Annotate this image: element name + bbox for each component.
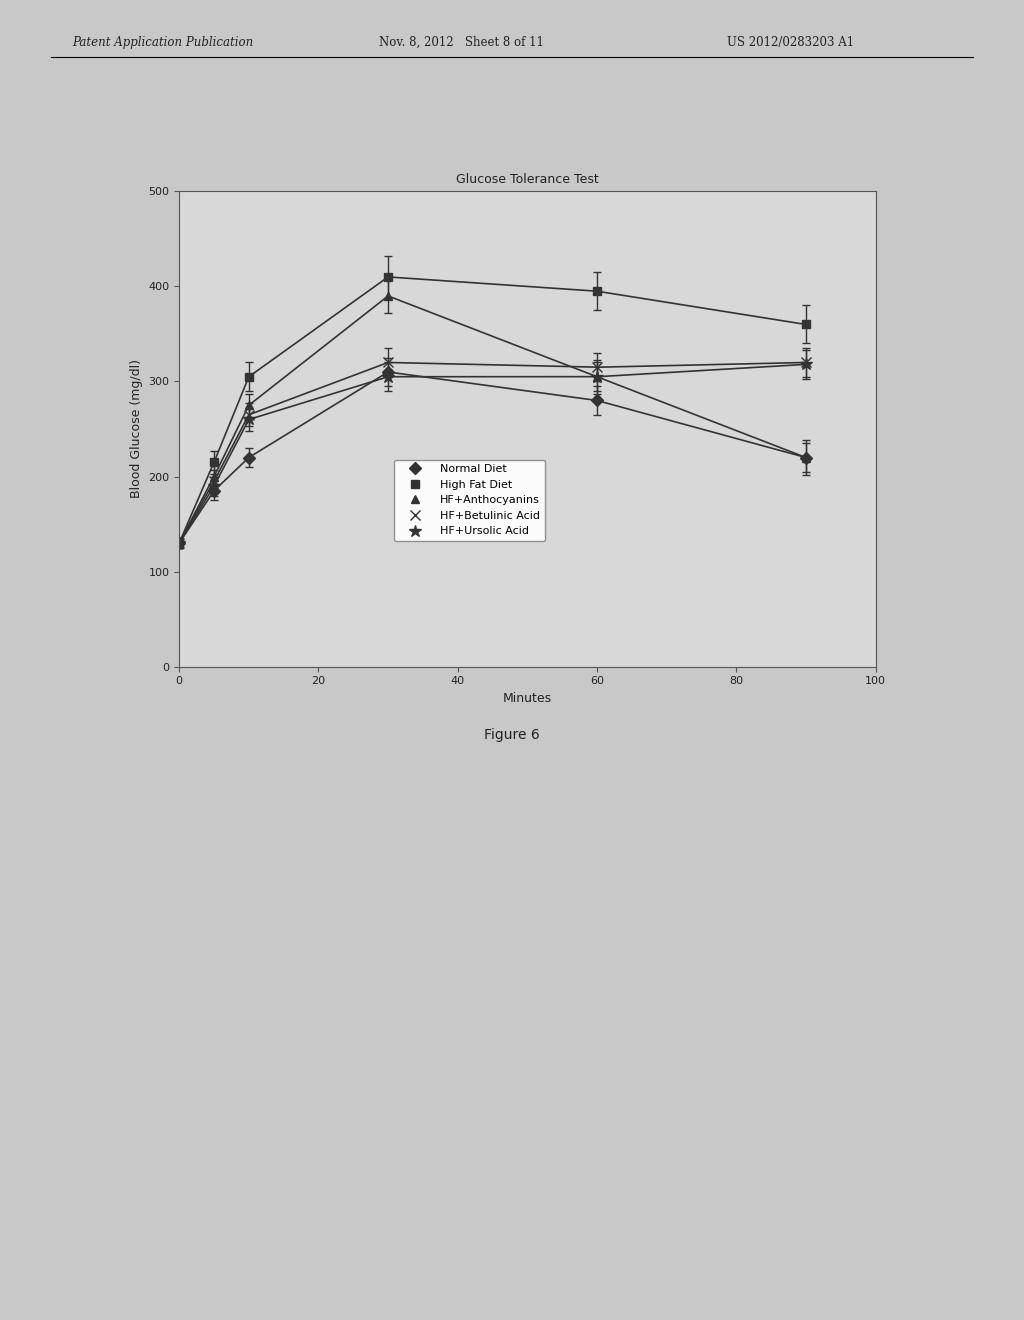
HF+Betulinic Acid <box>591 359 603 375</box>
HF+Ursolic Acid <box>591 368 603 384</box>
HF+Ursolic Acid <box>800 356 812 372</box>
Normal Diet <box>382 364 394 380</box>
Text: Nov. 8, 2012   Sheet 8 of 11: Nov. 8, 2012 Sheet 8 of 11 <box>379 36 544 49</box>
Line: HF+Anthocyanins: HF+Anthocyanins <box>175 292 810 548</box>
HF+Ursolic Acid <box>173 535 185 550</box>
Line: High Fat Diet: High Fat Diet <box>175 273 810 548</box>
Normal Diet <box>591 392 603 408</box>
HF+Betulinic Acid <box>800 355 812 371</box>
HF+Ursolic Acid <box>208 478 220 494</box>
Normal Diet <box>208 483 220 499</box>
Text: US 2012/0283203 A1: US 2012/0283203 A1 <box>727 36 854 49</box>
Text: Figure 6: Figure 6 <box>484 729 540 742</box>
HF+Ursolic Acid <box>382 368 394 384</box>
HF+Betulinic Acid <box>382 355 394 371</box>
Normal Diet <box>243 450 255 466</box>
Normal Diet <box>800 450 812 466</box>
Y-axis label: Blood Glucose (mg/dl): Blood Glucose (mg/dl) <box>130 359 142 499</box>
High Fat Diet <box>800 317 812 333</box>
HF+Betulinic Acid <box>208 474 220 490</box>
HF+Ursolic Acid <box>243 412 255 428</box>
High Fat Diet <box>382 269 394 285</box>
High Fat Diet <box>243 368 255 384</box>
High Fat Diet <box>208 454 220 470</box>
HF+Betulinic Acid <box>173 535 185 550</box>
Line: HF+Ursolic Acid: HF+Ursolic Acid <box>173 358 812 549</box>
High Fat Diet <box>173 535 185 550</box>
Legend: Normal Diet, High Fat Diet, HF+Anthocyanins, HF+Betulinic Acid, HF+Ursolic Acid: Normal Diet, High Fat Diet, HF+Anthocyan… <box>393 459 545 541</box>
HF+Anthocyanins <box>243 397 255 413</box>
HF+Anthocyanins <box>382 288 394 304</box>
High Fat Diet <box>591 284 603 300</box>
X-axis label: Minutes: Minutes <box>503 692 552 705</box>
Normal Diet <box>173 535 185 550</box>
HF+Betulinic Acid <box>243 407 255 422</box>
HF+Anthocyanins <box>173 535 185 550</box>
HF+Anthocyanins <box>591 368 603 384</box>
Line: HF+Betulinic Acid: HF+Betulinic Acid <box>174 358 811 548</box>
Line: Normal Diet: Normal Diet <box>175 368 810 548</box>
Text: Patent Application Publication: Patent Application Publication <box>72 36 253 49</box>
HF+Anthocyanins <box>800 450 812 466</box>
HF+Anthocyanins <box>208 469 220 484</box>
Title: Glucose Tolerance Test: Glucose Tolerance Test <box>456 173 599 186</box>
